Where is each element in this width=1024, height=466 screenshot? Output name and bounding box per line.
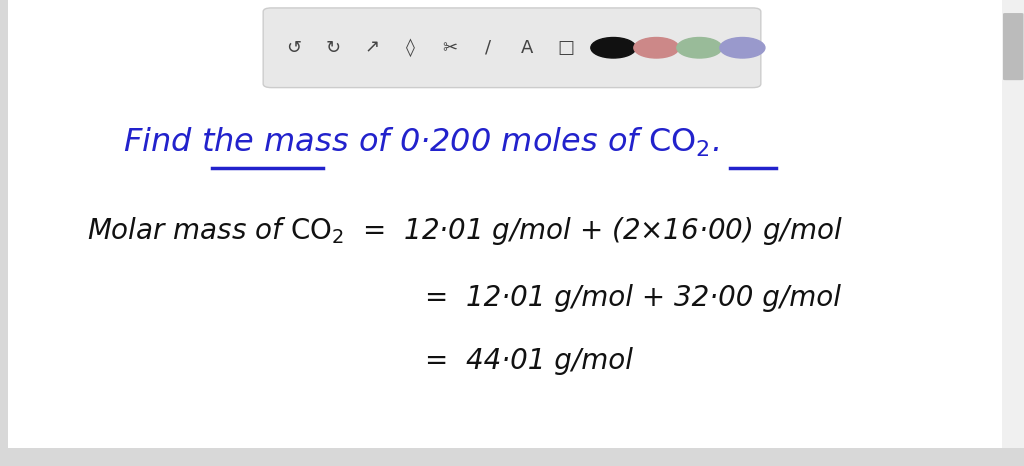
- Text: ↗: ↗: [365, 39, 379, 57]
- Text: Molar mass of $\mathrm{CO_2}$  =  12·01 g/mol + (2×16·00) g/mol: Molar mass of $\mathrm{CO_2}$ = 12·01 g/…: [87, 215, 843, 247]
- Circle shape: [677, 38, 722, 58]
- Text: ↻: ↻: [326, 39, 340, 57]
- Circle shape: [720, 38, 765, 58]
- Text: □: □: [558, 39, 574, 57]
- Text: =  44·01 g/mol: = 44·01 g/mol: [425, 347, 633, 375]
- Circle shape: [591, 38, 636, 58]
- FancyBboxPatch shape: [1002, 0, 1024, 466]
- Text: Find the mass of 0·200 moles of $\mathrm{CO_2}$.: Find the mass of 0·200 moles of $\mathrm…: [123, 125, 719, 159]
- Text: A: A: [521, 39, 534, 57]
- FancyBboxPatch shape: [0, 0, 8, 466]
- FancyBboxPatch shape: [1004, 13, 1024, 80]
- Text: ↺: ↺: [287, 39, 301, 57]
- Text: ◊: ◊: [407, 38, 415, 57]
- Text: /: /: [485, 39, 492, 57]
- Text: ✂: ✂: [442, 39, 457, 57]
- FancyBboxPatch shape: [0, 448, 1024, 466]
- Text: =  12·01 g/mol + 32·00 g/mol: = 12·01 g/mol + 32·00 g/mol: [425, 284, 841, 312]
- Circle shape: [634, 38, 679, 58]
- FancyBboxPatch shape: [263, 8, 761, 88]
